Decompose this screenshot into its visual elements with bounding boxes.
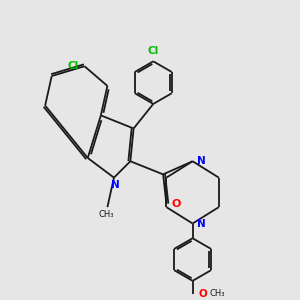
Text: O: O — [171, 199, 181, 209]
Text: Cl: Cl — [67, 61, 79, 70]
Text: N: N — [196, 218, 205, 229]
Text: CH₃: CH₃ — [210, 290, 225, 298]
Text: Cl: Cl — [148, 46, 159, 56]
Text: N: N — [111, 180, 120, 190]
Text: CH₃: CH₃ — [98, 210, 113, 219]
Text: O: O — [199, 289, 207, 299]
Text: N: N — [196, 156, 205, 166]
